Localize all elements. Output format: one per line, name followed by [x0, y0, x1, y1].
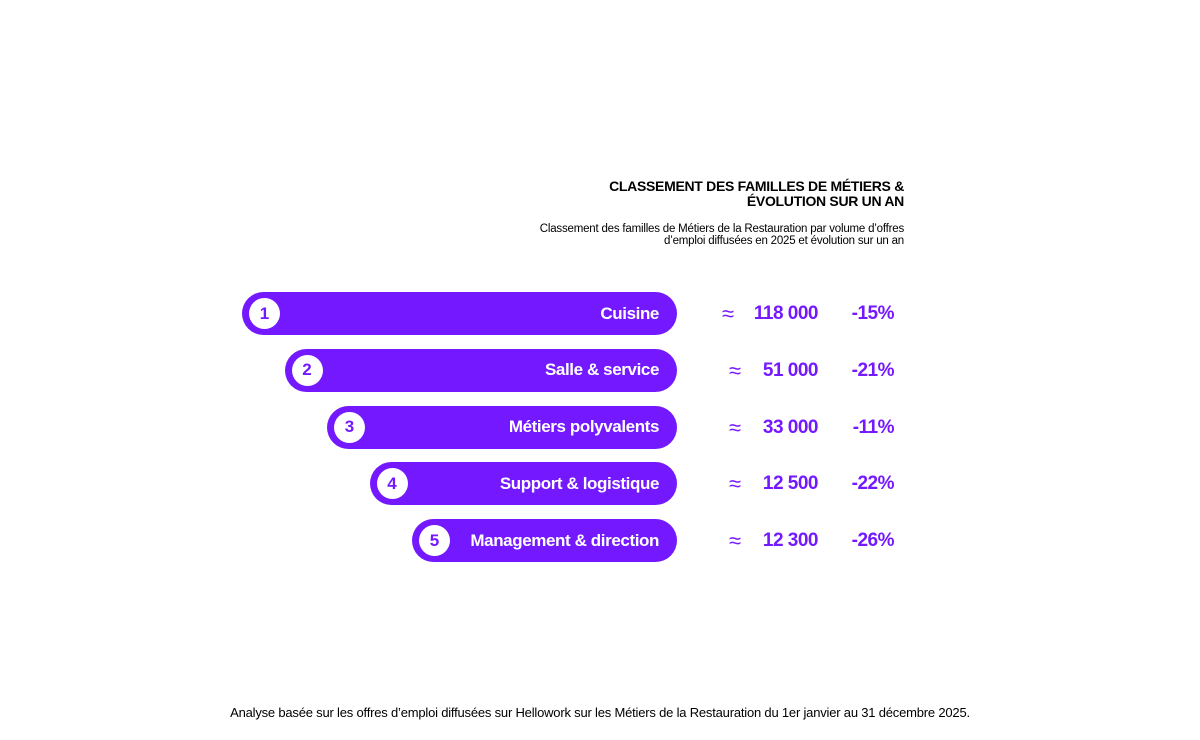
value-label-5: 12 300 — [762, 530, 819, 552]
bar-label-2: Salle & service — [544, 360, 659, 380]
value-label-3: 33 000 — [762, 416, 819, 438]
change-label-3: -11% — [852, 416, 895, 438]
bar-2: 2 Salle & service — [284, 348, 677, 392]
footnote: Analyse basée sur les offres d’emploi di… — [230, 705, 970, 720]
chart-title-line-2: ÉVOLUTION SUR UN AN — [746, 193, 904, 209]
bar-label-4: Support & logistique — [499, 473, 660, 493]
change-label-5: -26% — [851, 530, 895, 552]
bar-label-1: Cuisine — [600, 303, 659, 323]
bar-label-5: Management & direction — [470, 530, 659, 550]
rank-badge-3: 3 — [334, 411, 365, 443]
chart-subtitle: Classement des familles de Métiers de la… — [484, 223, 904, 247]
rank-badge-4: 4 — [376, 468, 408, 500]
rank-badge-1: 1 — [249, 298, 280, 329]
bar-3: 3 Métiers polyvalents — [327, 405, 677, 449]
chart-subtitle-line-1: Classement des familles de Métiers de la… — [539, 223, 904, 235]
value-label-4: 12 500 — [762, 473, 819, 495]
value-label-1: 118 000 — [753, 303, 819, 324]
bar-4: 4 Support & logistique — [369, 462, 677, 506]
value-label-2: 51 000 — [762, 359, 819, 381]
bar-5: 5 Management & direction — [412, 519, 677, 563]
chart-title-line-1: CLASSEMENT DES FAMILLES DE MÉTIERS & — [609, 178, 904, 194]
approx-symbol-5: ≈ — [728, 528, 742, 554]
bar-label-3: Métiers polyvalents — [508, 417, 660, 437]
bar-1: 1 Cuisine — [242, 292, 677, 335]
change-label-2: -21% — [851, 359, 895, 381]
approx-symbol-2: ≈ — [728, 357, 742, 383]
approx-symbol-4: ≈ — [728, 471, 742, 497]
approx-symbol-1: ≈ — [721, 301, 735, 326]
chart-title: CLASSEMENT DES FAMILLES DE MÉTIERS & ÉVO… — [484, 179, 904, 209]
change-label-1: -15% — [851, 303, 895, 324]
change-label-4: -22% — [851, 473, 895, 495]
rank-badge-2: 2 — [291, 354, 323, 386]
chart-subtitle-line-2: d’emploi diffusées en 2025 et évolution … — [664, 235, 904, 247]
approx-symbol-3: ≈ — [728, 414, 742, 440]
rank-badge-5: 5 — [419, 525, 450, 557]
